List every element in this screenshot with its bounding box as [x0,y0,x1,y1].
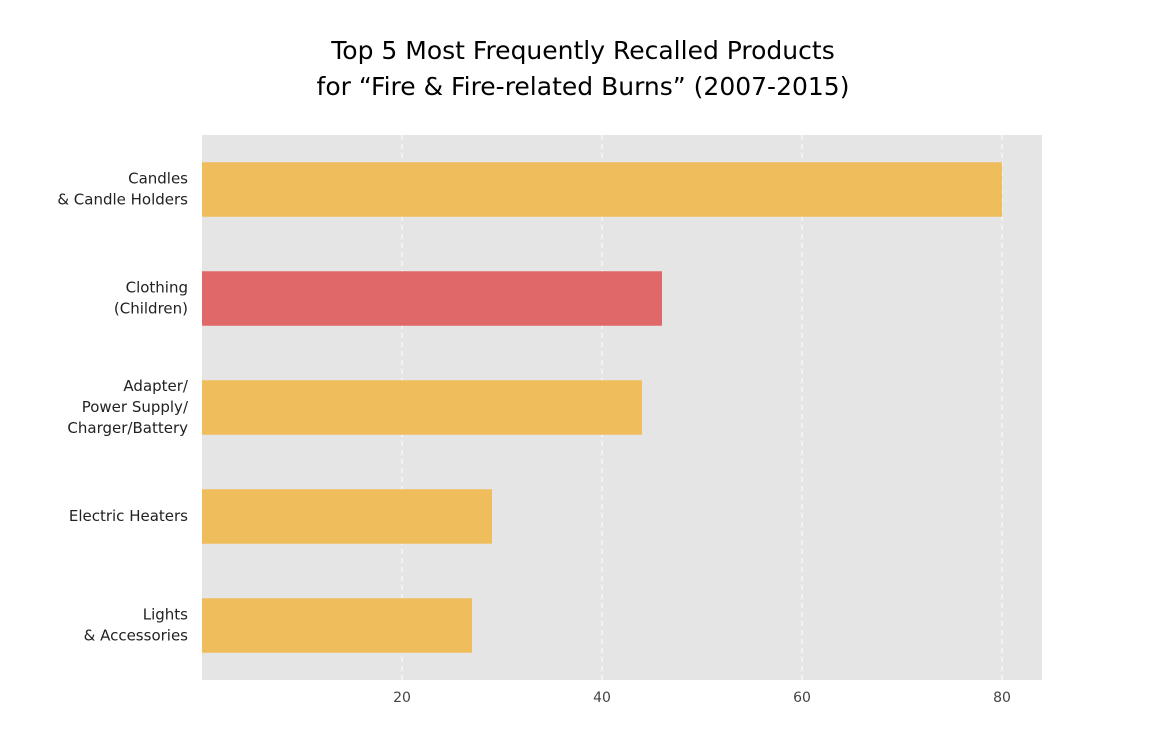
y-tick-label: & Candle Holders [57,191,188,209]
y-tick-label: Candles [128,170,188,188]
bar [202,489,492,544]
x-tick-label: 60 [793,690,811,706]
y-tick-label: Charger/Battery [67,419,188,437]
x-tick-label: 80 [993,690,1011,706]
bar [202,380,642,435]
chart-title: for “Fire & Fire-related Burns” (2007-20… [317,72,850,101]
y-tick-label: & Accessories [84,627,189,645]
y-tick-label: Lights [143,606,188,624]
bar [202,162,1002,217]
chart-title: Top 5 Most Frequently Recalled Products [330,36,834,65]
y-tick-label: Clothing [126,279,188,297]
y-tick-label: (Children) [114,300,188,318]
y-tick-label: Adapter/ [123,377,189,395]
bar [202,271,662,326]
x-tick-label: 20 [393,690,411,706]
x-tick-label: 40 [593,690,611,706]
y-tick-label: Power Supply/ [82,398,189,416]
y-tick-label: Electric Heaters [69,507,188,525]
bar [202,598,472,653]
